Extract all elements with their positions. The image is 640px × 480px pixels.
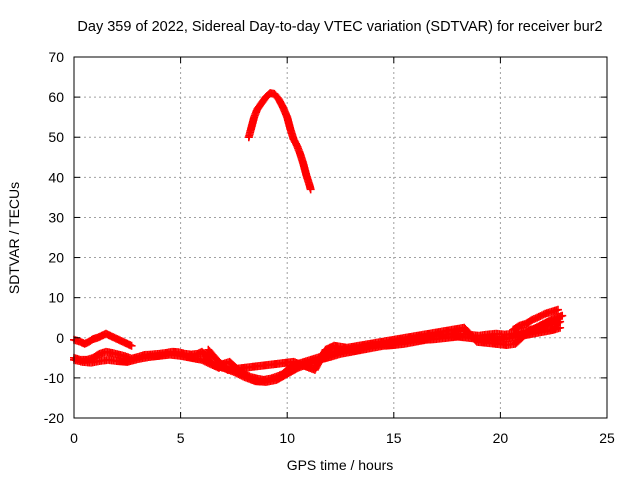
x-tick-label: 25 [599, 430, 615, 446]
x-tick-label: 20 [493, 430, 509, 446]
y-tick-label: -20 [44, 410, 64, 426]
y-tick-label: -10 [44, 370, 64, 386]
chart-title: Day 359 of 2022, Sidereal Day-to-day VTE… [77, 19, 602, 35]
y-tick-label: 40 [48, 169, 64, 185]
x-tick-label: 15 [386, 430, 402, 446]
x-tick-label: 0 [70, 430, 78, 446]
data-point [306, 185, 315, 194]
y-tick-label: 10 [48, 290, 64, 306]
data-point [553, 305, 562, 314]
y-tick-label: 50 [48, 129, 64, 145]
x-tick-label: 5 [177, 430, 185, 446]
y-tick-label: 0 [56, 330, 64, 346]
x-tick-label: 10 [279, 430, 295, 446]
series-bur2-early-arc [70, 329, 136, 350]
axis-tick-labels: 0 5 10 15 20 25 -20 -10 0 10 20 30 40 50 60 70 [44, 49, 615, 446]
y-tick-label: 70 [48, 49, 64, 65]
x-axis-label: GPS time / hours [287, 457, 394, 473]
plot-frame [73, 56, 608, 419]
data-point [556, 323, 565, 332]
series-bur2-noise-points [204, 311, 567, 374]
series-bur2-rising-tail [509, 305, 562, 334]
data-point [127, 341, 136, 350]
y-tick-label: 30 [48, 209, 64, 225]
series-bur2-upper-arc [244, 89, 315, 194]
data-point [558, 311, 567, 320]
axis-ticks [73, 56, 608, 419]
data-points [70, 89, 567, 386]
y-tick-label: 60 [48, 89, 64, 105]
grid-lines [74, 57, 607, 418]
y-tick-label: 20 [48, 250, 64, 266]
y-axis-label: SDTVAR / TECUs [6, 182, 22, 294]
